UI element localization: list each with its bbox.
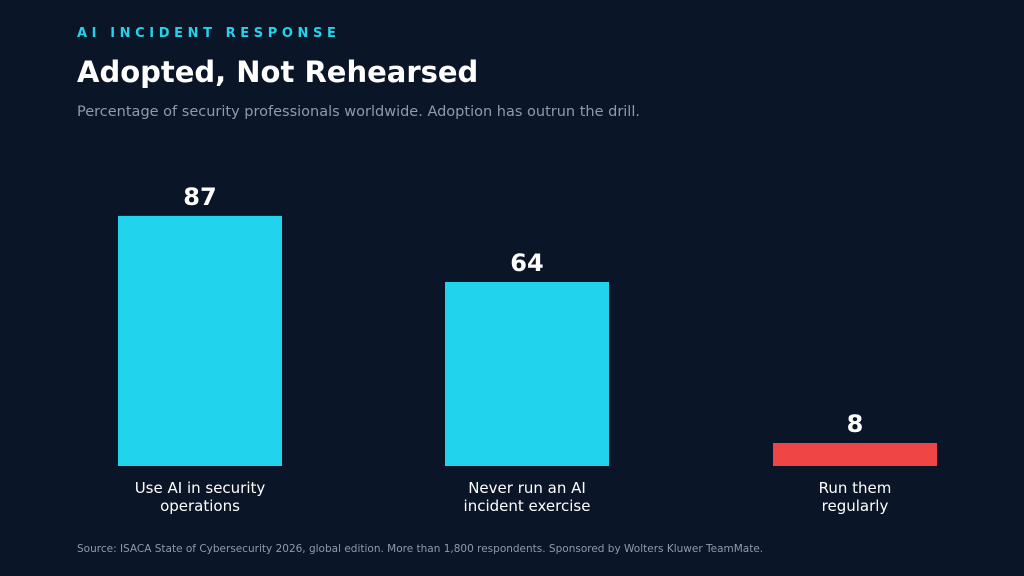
category-label-line: operations: [160, 497, 240, 515]
source-note: Source: ISACA State of Cybersecurity 202…: [77, 543, 764, 555]
category-label-line: regularly: [822, 497, 889, 515]
chart-subtitle: Percentage of security professionals wor…: [77, 104, 640, 120]
section-kicker: AI INCIDENT RESPONSE: [77, 26, 341, 41]
bar-1: [118, 215, 282, 466]
category-label-1: Use AI in security operations: [135, 479, 266, 515]
category-label-line: incident exercise: [464, 497, 591, 515]
category-label-3: Run them regularly: [819, 479, 892, 515]
value-label-3: 8: [847, 410, 864, 438]
category-label-line: Never run an AI: [468, 479, 586, 497]
bar-2: [445, 282, 609, 466]
chart-title: Adopted, Not Rehearsed: [77, 55, 479, 89]
category-label-line: Use AI in security: [135, 479, 266, 497]
category-label-2: Never run an AI incident exercise: [464, 479, 591, 515]
value-label-1: 87: [183, 183, 216, 211]
value-label-2: 64: [510, 249, 543, 277]
bar-3: [773, 443, 937, 466]
category-label-line: Run them: [819, 479, 892, 497]
